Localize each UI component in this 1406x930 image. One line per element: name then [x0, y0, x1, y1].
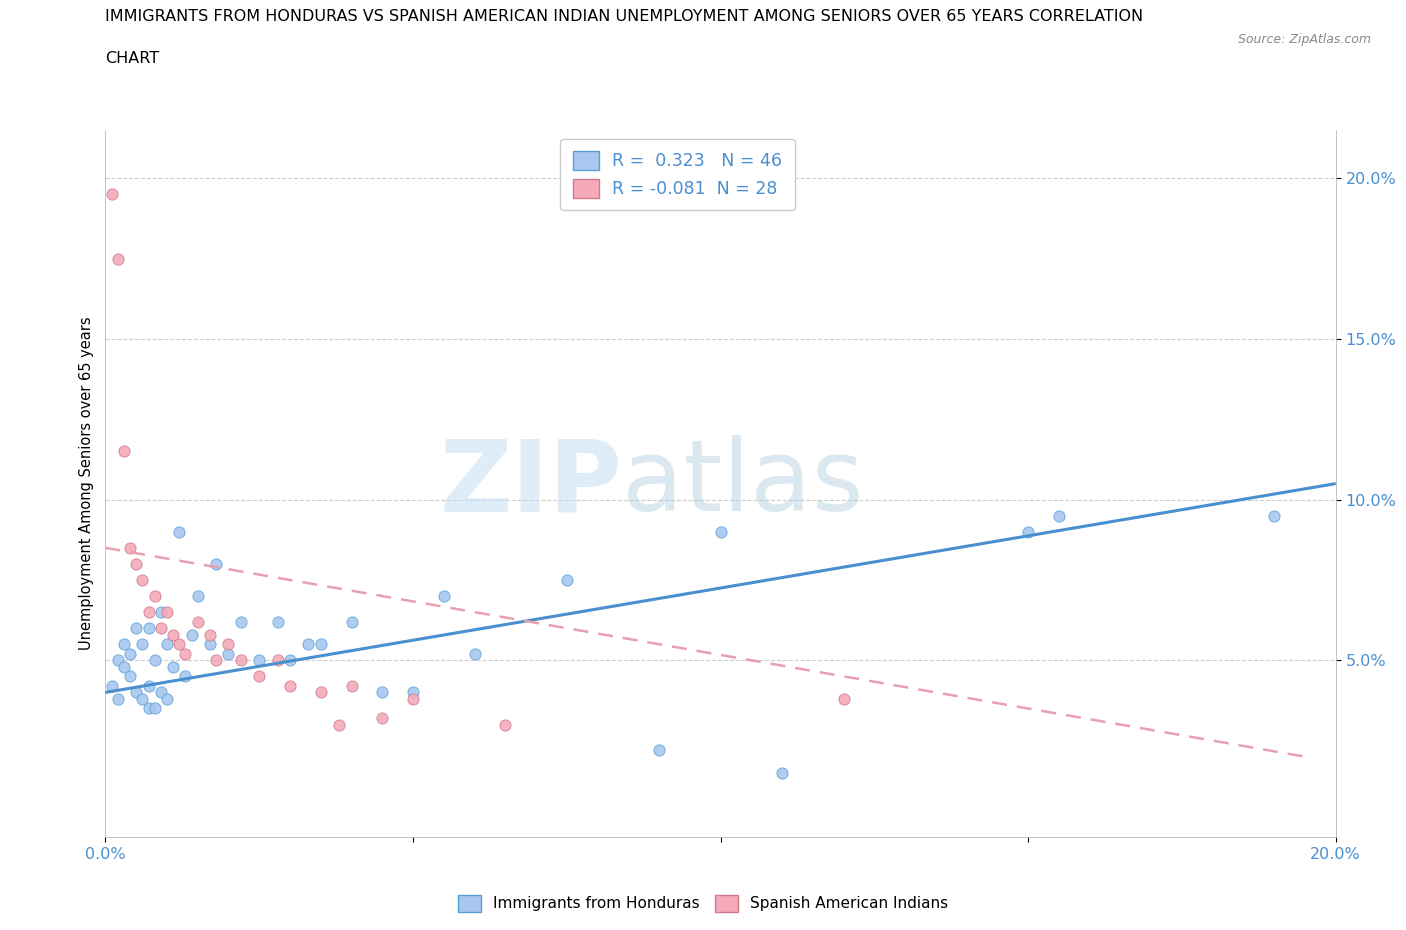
- Point: [100, 187, 122, 202]
- Point: [120, 646, 141, 661]
- Point: [198, 627, 221, 642]
- Point: [131, 637, 153, 652]
- Point: [131, 573, 153, 588]
- Point: [402, 691, 425, 706]
- Text: Source: ZipAtlas.com: Source: ZipAtlas.com: [1237, 33, 1371, 46]
- Point: [169, 525, 191, 539]
- Point: [120, 669, 141, 684]
- Point: [1017, 525, 1039, 539]
- Point: [229, 615, 252, 630]
- Point: [112, 444, 135, 458]
- Point: [205, 653, 228, 668]
- Point: [112, 659, 135, 674]
- Point: [309, 637, 332, 652]
- Point: [149, 685, 172, 700]
- Point: [371, 711, 394, 725]
- Point: [198, 637, 221, 652]
- Point: [112, 637, 135, 652]
- Point: [247, 669, 270, 684]
- Point: [162, 659, 184, 674]
- Point: [433, 589, 456, 604]
- Point: [267, 615, 290, 630]
- Point: [218, 637, 240, 652]
- Point: [107, 251, 129, 266]
- Point: [143, 701, 166, 716]
- Point: [107, 653, 129, 668]
- Point: [120, 540, 141, 555]
- Point: [107, 691, 129, 706]
- Point: [229, 653, 252, 668]
- Point: [371, 685, 394, 700]
- Point: [174, 646, 197, 661]
- Point: [156, 604, 179, 619]
- Point: [169, 637, 191, 652]
- Point: [340, 679, 363, 694]
- Point: [402, 685, 425, 700]
- Point: [131, 691, 153, 706]
- Text: atlas: atlas: [621, 435, 863, 532]
- Point: [138, 701, 160, 716]
- Point: [125, 685, 148, 700]
- Point: [770, 765, 793, 780]
- Point: [143, 653, 166, 668]
- Point: [710, 525, 733, 539]
- Legend: R =  0.323   N = 46, R = -0.081  N = 28: R = 0.323 N = 46, R = -0.081 N = 28: [561, 139, 794, 210]
- Point: [297, 637, 319, 652]
- Point: [187, 589, 209, 604]
- Point: [1263, 509, 1285, 524]
- Point: [267, 653, 290, 668]
- Point: [149, 620, 172, 635]
- Point: [340, 615, 363, 630]
- Point: [138, 604, 160, 619]
- Point: [247, 653, 270, 668]
- Point: [494, 717, 516, 732]
- Point: [156, 637, 179, 652]
- Point: [143, 589, 166, 604]
- Point: [832, 691, 855, 706]
- Point: [464, 646, 486, 661]
- Y-axis label: Unemployment Among Seniors over 65 years: Unemployment Among Seniors over 65 years: [79, 317, 94, 650]
- Point: [149, 604, 172, 619]
- Point: [174, 669, 197, 684]
- Point: [1047, 509, 1070, 524]
- Point: [162, 627, 184, 642]
- Point: [218, 646, 240, 661]
- Text: IMMIGRANTS FROM HONDURAS VS SPANISH AMERICAN INDIAN UNEMPLOYMENT AMONG SENIORS O: IMMIGRANTS FROM HONDURAS VS SPANISH AMER…: [105, 9, 1143, 24]
- Text: ZIP: ZIP: [439, 435, 621, 532]
- Point: [278, 679, 301, 694]
- Point: [278, 653, 301, 668]
- Point: [328, 717, 350, 732]
- Point: [205, 556, 228, 571]
- Point: [648, 743, 671, 758]
- Point: [156, 691, 179, 706]
- Text: CHART: CHART: [105, 51, 159, 66]
- Point: [138, 679, 160, 694]
- Point: [125, 556, 148, 571]
- Point: [187, 615, 209, 630]
- Point: [555, 573, 578, 588]
- Point: [138, 620, 160, 635]
- Point: [180, 627, 202, 642]
- Legend: Immigrants from Honduras, Spanish American Indians: Immigrants from Honduras, Spanish Americ…: [451, 889, 955, 918]
- Point: [100, 679, 122, 694]
- Point: [309, 685, 332, 700]
- Point: [125, 620, 148, 635]
